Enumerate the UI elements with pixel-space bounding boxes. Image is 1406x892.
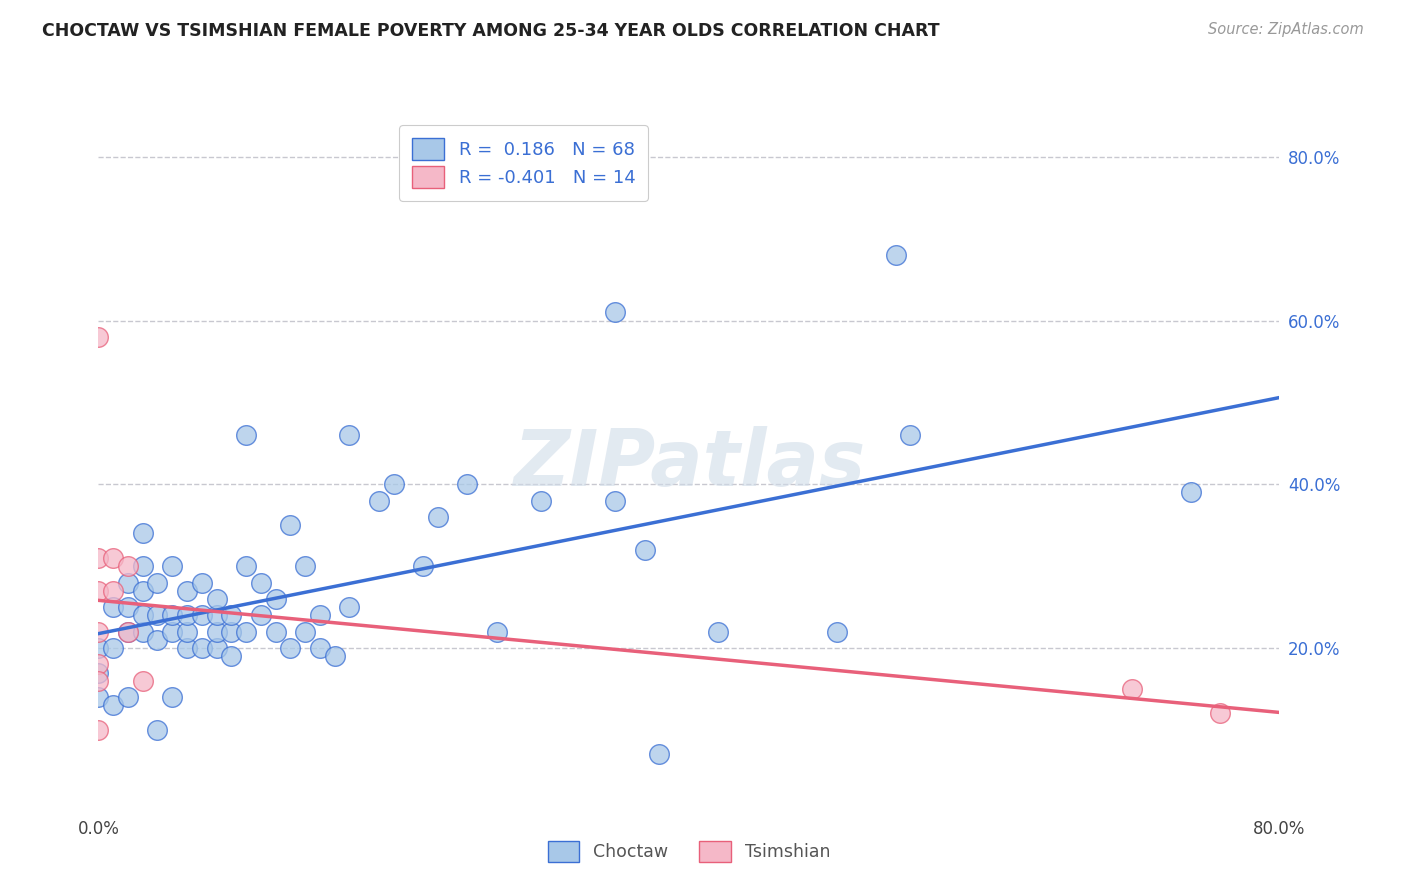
Point <box>339 600 360 615</box>
Point <box>605 493 627 508</box>
Point <box>146 608 169 623</box>
Point <box>87 583 110 598</box>
Point <box>264 624 287 639</box>
Point <box>605 305 627 319</box>
Point <box>162 608 183 623</box>
Point <box>309 640 332 655</box>
Point <box>250 575 273 590</box>
Point <box>132 624 155 639</box>
Point <box>219 624 242 639</box>
Point <box>191 608 214 623</box>
Point <box>825 624 848 639</box>
Point <box>146 575 169 590</box>
Point <box>117 559 139 574</box>
Point <box>278 518 302 533</box>
Point <box>87 690 110 705</box>
Point <box>633 542 655 557</box>
Text: CHOCTAW VS TSIMSHIAN FEMALE POVERTY AMONG 25-34 YEAR OLDS CORRELATION CHART: CHOCTAW VS TSIMSHIAN FEMALE POVERTY AMON… <box>42 22 939 40</box>
Point <box>235 428 257 442</box>
Point <box>191 575 214 590</box>
Point <box>176 624 198 639</box>
Point <box>87 673 110 688</box>
Point <box>117 624 139 639</box>
Point <box>103 698 125 713</box>
Point <box>648 747 671 762</box>
Point <box>87 723 110 737</box>
Point <box>264 591 287 606</box>
Point <box>176 583 198 598</box>
Point <box>1180 485 1202 500</box>
Point <box>132 583 155 598</box>
Point <box>294 559 316 574</box>
Point <box>87 640 110 655</box>
Point <box>176 640 198 655</box>
Point <box>427 510 450 524</box>
Point <box>219 649 242 664</box>
Point <box>162 624 183 639</box>
Point <box>456 477 478 491</box>
Point <box>132 608 155 623</box>
Point <box>205 608 228 623</box>
Point <box>176 608 198 623</box>
Point <box>103 583 125 598</box>
Point <box>162 690 183 705</box>
Point <box>205 640 228 655</box>
Point <box>205 591 228 606</box>
Point <box>323 649 346 664</box>
Point <box>1121 681 1143 696</box>
Point <box>219 608 242 623</box>
Point <box>339 428 360 442</box>
Point <box>103 640 125 655</box>
Point <box>103 600 125 615</box>
Point <box>117 600 139 615</box>
Point <box>900 428 922 442</box>
Legend: Choctaw, Tsimshian: Choctaw, Tsimshian <box>537 830 841 872</box>
Point <box>87 551 110 566</box>
Point <box>530 493 553 508</box>
Point <box>132 559 155 574</box>
Point <box>146 632 169 647</box>
Point <box>707 624 730 639</box>
Point <box>117 575 139 590</box>
Point <box>1209 706 1232 721</box>
Point <box>486 624 509 639</box>
Point <box>412 559 434 574</box>
Point <box>87 657 110 672</box>
Point <box>191 640 214 655</box>
Point <box>117 690 139 705</box>
Point <box>884 248 907 262</box>
Point <box>294 624 316 639</box>
Point <box>87 330 110 344</box>
Point <box>103 551 125 566</box>
Point <box>235 559 257 574</box>
Point <box>368 493 391 508</box>
Point <box>117 624 139 639</box>
Point <box>132 526 155 541</box>
Point <box>87 624 110 639</box>
Point <box>146 723 169 737</box>
Text: Source: ZipAtlas.com: Source: ZipAtlas.com <box>1208 22 1364 37</box>
Text: ZIPatlas: ZIPatlas <box>513 425 865 502</box>
Point <box>162 559 183 574</box>
Point <box>205 624 228 639</box>
Point <box>235 624 257 639</box>
Point <box>87 665 110 680</box>
Point <box>250 608 273 623</box>
Point <box>309 608 332 623</box>
Point <box>278 640 302 655</box>
Point <box>132 673 155 688</box>
Point <box>382 477 405 491</box>
